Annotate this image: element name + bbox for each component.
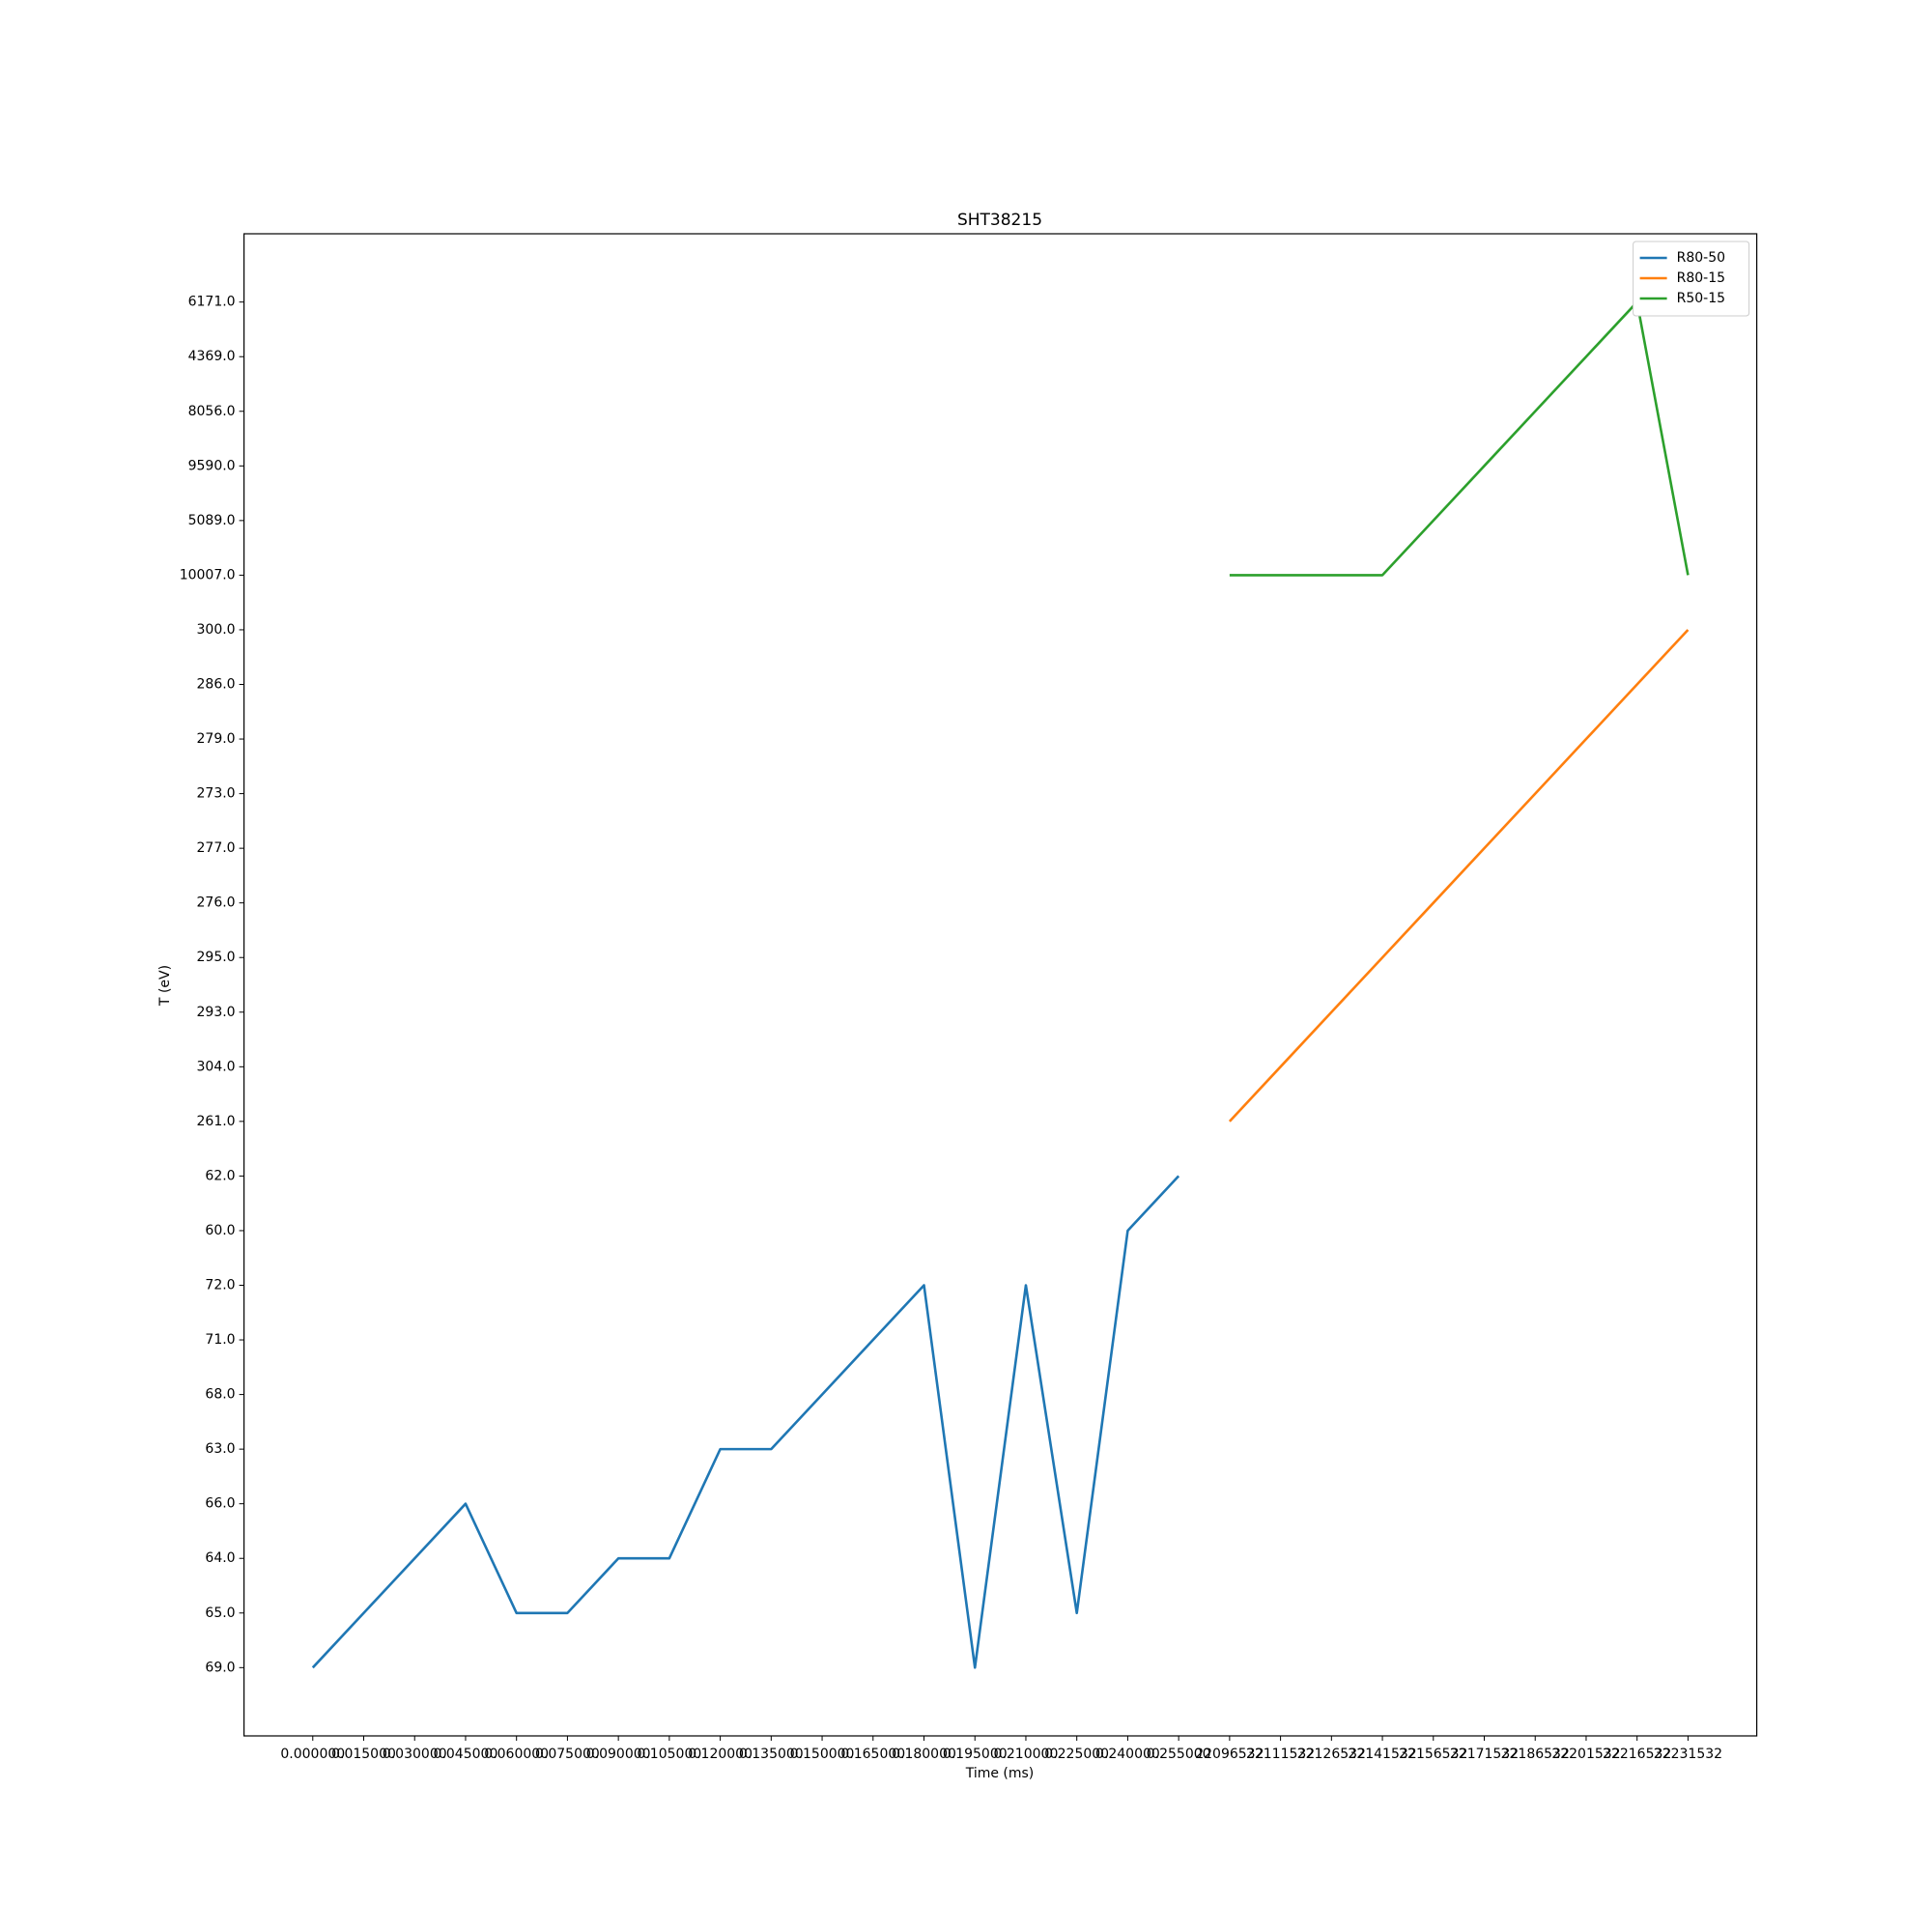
x-tick-label: 22141532 bbox=[1348, 1747, 1416, 1762]
x-tick-label: 0.150000 bbox=[790, 1747, 855, 1762]
y-tick-label: 300.0 bbox=[197, 622, 236, 638]
legend-label: R80-15 bbox=[1677, 270, 1725, 286]
plot-frame bbox=[243, 233, 1758, 1737]
x-tick-label: 22231532 bbox=[1654, 1747, 1722, 1762]
y-tick-label: 276.0 bbox=[197, 895, 236, 911]
y-tick-label: 304.0 bbox=[197, 1059, 236, 1074]
x-tick-label: 22156532 bbox=[1399, 1747, 1467, 1762]
x-tick-label: 0.225000 bbox=[1044, 1747, 1109, 1762]
x-tick-label: 22201532 bbox=[1551, 1747, 1620, 1762]
y-axis-label: T (eV) bbox=[157, 965, 173, 1007]
y-tick-label: 286.0 bbox=[197, 677, 236, 693]
y-tick-label: 10007.0 bbox=[180, 567, 236, 582]
y-tick-label: 62.0 bbox=[205, 1168, 235, 1183]
x-tick-label: 22186532 bbox=[1501, 1747, 1570, 1762]
y-tick-label: 68.0 bbox=[205, 1387, 235, 1403]
x-tick-label: 0.090000 bbox=[586, 1747, 651, 1762]
y-tick-label: 65.0 bbox=[205, 1605, 235, 1621]
x-tick-label: 0.135000 bbox=[739, 1747, 804, 1762]
y-tick-label: 69.0 bbox=[205, 1660, 235, 1675]
x-tick-label: 0.255000 bbox=[1147, 1747, 1211, 1762]
y-tick-label: 4369.0 bbox=[188, 349, 236, 364]
chart-title: SHT38215 bbox=[957, 211, 1042, 230]
x-tick-label: 22111532 bbox=[1246, 1747, 1315, 1762]
series-line bbox=[311, 1175, 1180, 1669]
series-line bbox=[1229, 300, 1690, 577]
y-tick-label: 277.0 bbox=[197, 840, 236, 856]
x-tick-label: 0.180000 bbox=[892, 1747, 956, 1762]
x-tick-label: 22171532 bbox=[1450, 1747, 1519, 1762]
x-tick-label: 0.045000 bbox=[434, 1747, 498, 1762]
x-tick-label: 0.075000 bbox=[535, 1747, 600, 1762]
x-tick-label: 0.105000 bbox=[637, 1747, 701, 1762]
x-tick-label: 22216532 bbox=[1603, 1747, 1671, 1762]
y-tick-label: 293.0 bbox=[197, 1005, 236, 1020]
y-tick-label: 295.0 bbox=[197, 950, 236, 965]
x-tick-label: 0.000000 bbox=[280, 1747, 345, 1762]
y-tick-label: 71.0 bbox=[205, 1332, 235, 1348]
x-tick-label: 22096532 bbox=[1195, 1747, 1264, 1762]
x-tick-label: 0.120000 bbox=[688, 1747, 753, 1762]
y-tick-label: 8056.0 bbox=[188, 404, 236, 419]
x-tick-label: 0.060000 bbox=[484, 1747, 549, 1762]
y-tick-label: 6171.0 bbox=[188, 295, 236, 310]
y-tick-label: 72.0 bbox=[205, 1278, 235, 1293]
x-tick-label: 22126532 bbox=[1297, 1747, 1366, 1762]
x-tick-label: 0.030000 bbox=[383, 1747, 447, 1762]
y-tick-label: 5089.0 bbox=[188, 513, 236, 528]
y-tick-label: 66.0 bbox=[205, 1496, 235, 1512]
y-tick-label: 60.0 bbox=[205, 1223, 235, 1238]
x-tick-label: 0.165000 bbox=[840, 1747, 905, 1762]
y-tick-label: 9590.0 bbox=[188, 458, 236, 473]
y-tick-label: 261.0 bbox=[197, 1114, 236, 1129]
x-axis-label: Time (ms) bbox=[965, 1766, 1035, 1781]
legend-label: R80-50 bbox=[1677, 250, 1725, 266]
legend-label: R50-15 bbox=[1677, 291, 1725, 306]
series-line bbox=[1228, 629, 1690, 1122]
x-tick-label: 0.210000 bbox=[994, 1747, 1059, 1762]
y-tick-label: 273.0 bbox=[197, 786, 236, 802]
x-tick-label: 0.240000 bbox=[1095, 1747, 1160, 1762]
y-tick-label: 64.0 bbox=[205, 1550, 235, 1566]
x-tick-label: 0.195000 bbox=[943, 1747, 1008, 1762]
y-tick-label: 63.0 bbox=[205, 1441, 235, 1457]
x-tick-label: 0.015000 bbox=[331, 1747, 396, 1762]
y-tick-label: 279.0 bbox=[197, 731, 236, 747]
